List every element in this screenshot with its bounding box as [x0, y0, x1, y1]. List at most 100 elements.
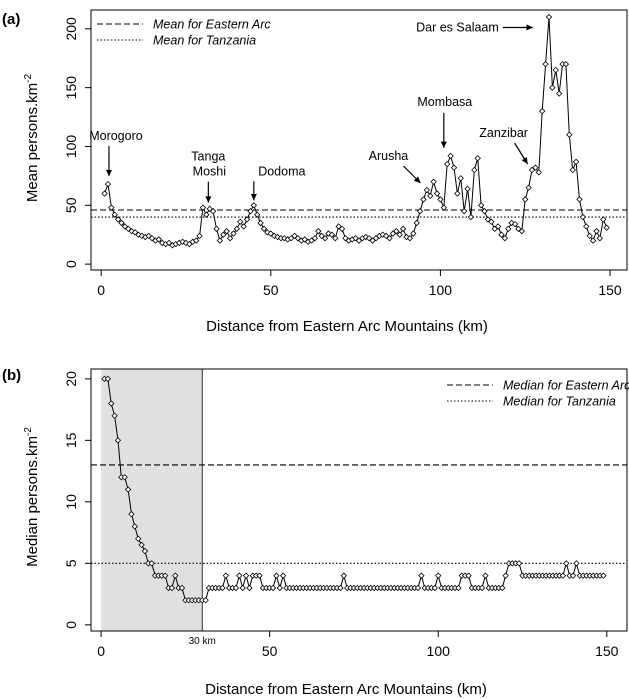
x-tick-label: 0	[97, 282, 105, 298]
series-line	[104, 17, 608, 246]
data-point	[542, 60, 549, 68]
data-point	[256, 572, 263, 579]
data-point	[196, 232, 203, 240]
panel-b: (b) 0 50 100 150 0 5 10 15 20 Median for Easter…	[2, 367, 629, 698]
data-point	[108, 204, 115, 211]
data-point	[209, 208, 217, 215]
data-point	[124, 486, 132, 493]
data-point	[435, 572, 442, 579]
panel-b-x-ticks: 0 50 100 150	[97, 631, 619, 659]
data-point	[583, 223, 590, 230]
data-point	[447, 152, 454, 160]
data-point	[450, 164, 458, 171]
panel-b-reference-lines	[91, 369, 627, 631]
data-point	[222, 572, 230, 579]
data-point	[199, 204, 207, 211]
data-point	[501, 235, 509, 242]
annotation-label: Dodoma	[258, 164, 305, 178]
data-point	[498, 231, 505, 238]
data-point	[586, 232, 593, 240]
data-point	[406, 235, 414, 242]
legend-label: Mean for Eastern Arc	[153, 18, 271, 32]
data-point	[420, 196, 427, 203]
data-point	[474, 155, 481, 162]
annotation-label: Dar es Salaam	[416, 20, 499, 34]
data-point	[114, 437, 122, 444]
data-point	[318, 232, 325, 240]
data-point	[416, 208, 424, 215]
data-point	[532, 164, 539, 171]
data-point	[603, 224, 610, 231]
data-point	[276, 584, 283, 592]
data-point	[325, 230, 332, 237]
data-point	[138, 541, 145, 549]
data-point	[579, 213, 587, 221]
annotation-arrowhead	[105, 169, 113, 177]
data-point	[148, 560, 155, 567]
data-point	[518, 228, 526, 235]
data-point	[433, 190, 441, 197]
data-point	[555, 90, 563, 97]
data-point	[569, 572, 577, 579]
annotation-arrowhead	[250, 193, 257, 201]
data-point	[338, 225, 346, 232]
data-point	[589, 237, 597, 244]
data-point	[108, 400, 115, 407]
data-point	[366, 235, 373, 242]
data-point	[399, 225, 407, 232]
data-point	[427, 192, 434, 200]
panel-a: (a) 0 50 100 150 0 50 100 150 200 Mean for East…	[2, 9, 628, 335]
y-tick-label: 0	[63, 621, 79, 629]
data-point	[465, 572, 472, 579]
data-point	[471, 166, 478, 174]
data-point	[552, 66, 559, 74]
y-tick-label: 100	[63, 135, 79, 159]
data-point	[545, 13, 553, 21]
data-point	[573, 560, 580, 567]
data-point	[572, 158, 580, 165]
panel-b-y-axis-label: Median persons.km-2	[23, 427, 41, 567]
data-point	[226, 235, 234, 242]
data-point	[315, 228, 322, 235]
data-point	[111, 412, 118, 419]
y-tick-label: 15	[63, 432, 79, 448]
data-point	[467, 213, 475, 221]
data-point	[440, 204, 447, 211]
data-point	[396, 231, 403, 238]
data-point	[111, 211, 118, 218]
data-point	[246, 584, 253, 592]
x-tick-label: 150	[595, 643, 619, 659]
panel-a-label: (a)	[2, 11, 20, 28]
data-point	[239, 584, 246, 592]
data-point	[563, 560, 570, 567]
data-point	[413, 219, 420, 227]
data-point	[477, 202, 485, 209]
panel-a-legend: Mean for Eastern Arc Mean for Tanzania	[97, 18, 271, 48]
data-point	[114, 216, 122, 223]
y-tick-label: 0	[63, 260, 79, 268]
data-point	[457, 175, 464, 182]
data-point	[161, 572, 169, 579]
data-point	[220, 231, 227, 238]
annotation-label: Zanzibar	[479, 126, 528, 140]
panel-a-x-axis-label: Distance from Eastern Arc Mountains (km)	[206, 318, 488, 335]
data-point	[311, 235, 319, 242]
legend-label: Mean for Tanzania	[153, 34, 256, 48]
data-point	[172, 572, 179, 579]
data-point	[481, 208, 488, 215]
data-point	[332, 235, 339, 242]
x-tick-label: 50	[262, 643, 278, 659]
x-tick-label: 100	[427, 643, 451, 659]
data-point	[337, 584, 344, 592]
data-point	[454, 190, 461, 197]
panel-b-shaded-region	[101, 369, 203, 631]
data-point	[494, 223, 502, 230]
data-point	[431, 584, 439, 592]
y-tick-label: 5	[63, 559, 79, 567]
data-point	[379, 231, 386, 238]
data-point	[596, 235, 604, 242]
data-point	[593, 228, 600, 235]
annotation-label: Arusha	[369, 149, 409, 163]
data-point	[576, 196, 583, 203]
